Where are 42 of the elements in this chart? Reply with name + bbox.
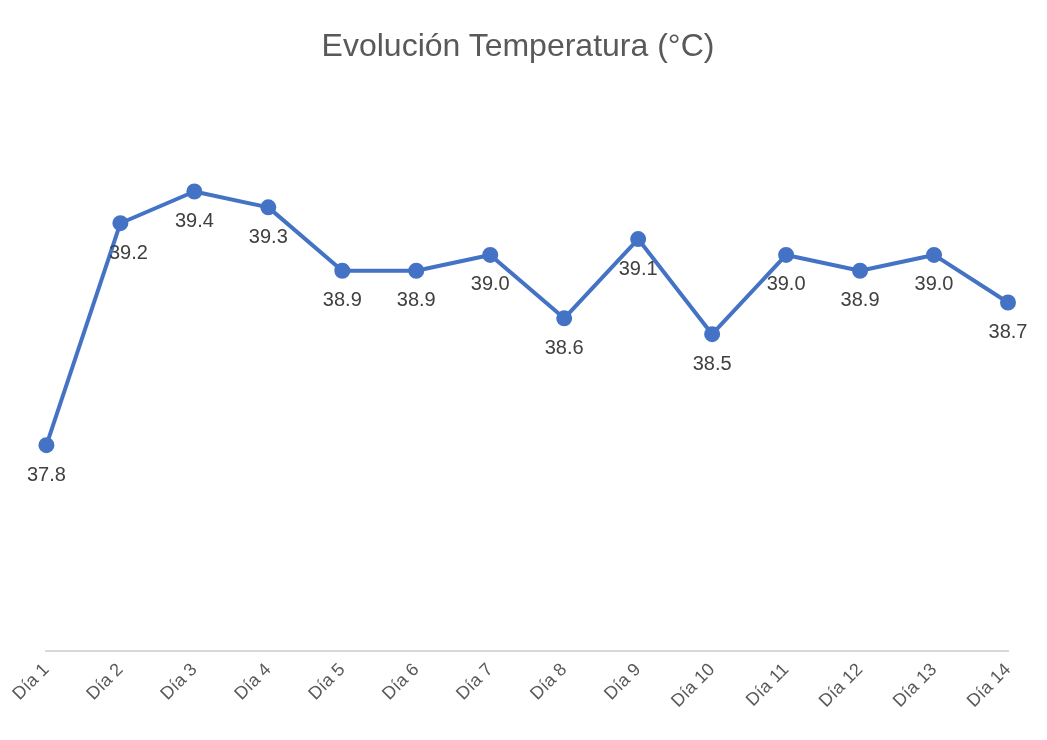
point xyxy=(112,215,129,232)
data-label: 38.9 xyxy=(322,288,362,311)
point xyxy=(630,231,647,248)
x-tick-label: Día 2 xyxy=(82,659,127,704)
data-label: 39.4 xyxy=(174,209,214,232)
x-tick-label: Día 7 xyxy=(452,659,497,704)
point xyxy=(1000,294,1016,311)
data-label: 39.3 xyxy=(248,224,288,247)
x-tick-label: Día 3 xyxy=(156,659,201,704)
x-tick-label: Día 5 xyxy=(304,659,349,704)
point xyxy=(926,246,943,263)
data-label: 38.7 xyxy=(988,319,1028,342)
data-label: 38.5 xyxy=(692,351,732,374)
point xyxy=(38,437,55,454)
x-tick-label: Día 9 xyxy=(599,659,645,704)
x-tick-label: Día 10 xyxy=(666,659,719,711)
x-tick-label: Día 8 xyxy=(525,659,571,704)
data-label: 38.9 xyxy=(840,288,880,311)
point xyxy=(704,326,721,343)
point xyxy=(334,262,351,279)
data-label: 39.0 xyxy=(470,272,510,295)
x-tick-label: Día 11 xyxy=(741,659,793,710)
point xyxy=(260,199,277,216)
point xyxy=(852,262,869,279)
x-tick-label: Día 14 xyxy=(962,659,1015,711)
x-tick-label: Día 12 xyxy=(814,659,867,711)
x-tick-label: Día 1 xyxy=(8,659,53,704)
point xyxy=(408,262,425,279)
point xyxy=(556,310,573,327)
data-label: 39.1 xyxy=(618,256,658,279)
x-tick-label: Día 4 xyxy=(230,659,275,704)
data-label: 38.9 xyxy=(396,288,436,311)
x-tick-label: Día 6 xyxy=(378,659,423,704)
data-label: 39.0 xyxy=(914,272,954,295)
point xyxy=(186,183,203,200)
chart-title: Evolución Temperatura (°C) xyxy=(321,27,715,64)
point xyxy=(778,246,795,263)
data-label: 38.6 xyxy=(544,335,584,358)
data-label: 37.8 xyxy=(26,462,66,485)
point xyxy=(482,246,499,263)
x-tick-label: Día 13 xyxy=(888,659,941,711)
data-label: 39.0 xyxy=(766,272,806,295)
